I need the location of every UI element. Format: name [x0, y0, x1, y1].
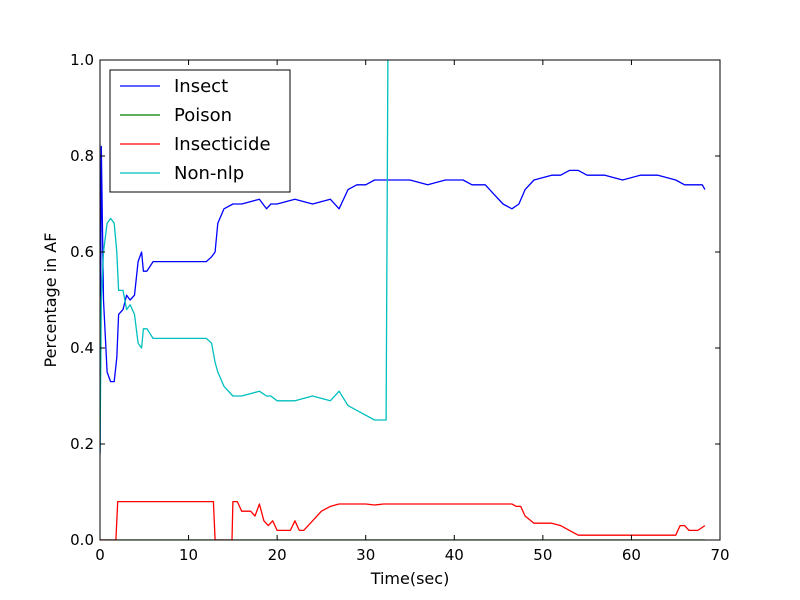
- x-tick-label: 30: [356, 546, 375, 564]
- series-line-insect: [100, 145, 706, 454]
- y-tick-label: 0.8: [70, 147, 94, 165]
- y-axis-label: Percentage in AF: [41, 233, 60, 368]
- x-tick-label: 20: [268, 546, 287, 564]
- legend-frame: [109, 69, 291, 193]
- x-tick-label: 60: [622, 546, 641, 564]
- y-tick-label: 1.0: [70, 51, 94, 69]
- legend-label-insecticide: Insecticide: [174, 134, 271, 155]
- legend-label-non-nlp: Non-nlp: [174, 163, 244, 184]
- y-tick-label: 0.6: [70, 243, 94, 261]
- x-tick-label: 70: [710, 546, 729, 564]
- x-tick-label: 0: [95, 546, 105, 564]
- legend-label-poison: Poison: [174, 105, 232, 126]
- series-line-non-nlp: [100, 60, 389, 454]
- ticks-layer: 0 10 20 30 40 50 60 70 0.0 0.2 0.4 0.6 0.8 1.0: [70, 51, 729, 564]
- legend-label-insect: Insect: [174, 76, 228, 97]
- y-tick-label: 0.2: [70, 435, 94, 453]
- x-tick-label: 40: [445, 546, 464, 564]
- plot-frame: [99, 59, 721, 541]
- x-axis-label: Time(sec): [370, 569, 450, 588]
- y-tick-label: 0.0: [70, 531, 94, 549]
- series-layer: [100, 60, 706, 540]
- series-line-insecticide: [100, 500, 706, 540]
- x-tick-label: 10: [179, 546, 198, 564]
- x-tick-label: 50: [533, 546, 552, 564]
- y-tick-label: 0.4: [70, 339, 94, 357]
- legend: Insect Poison Insecticide Non-nlp: [109, 69, 291, 193]
